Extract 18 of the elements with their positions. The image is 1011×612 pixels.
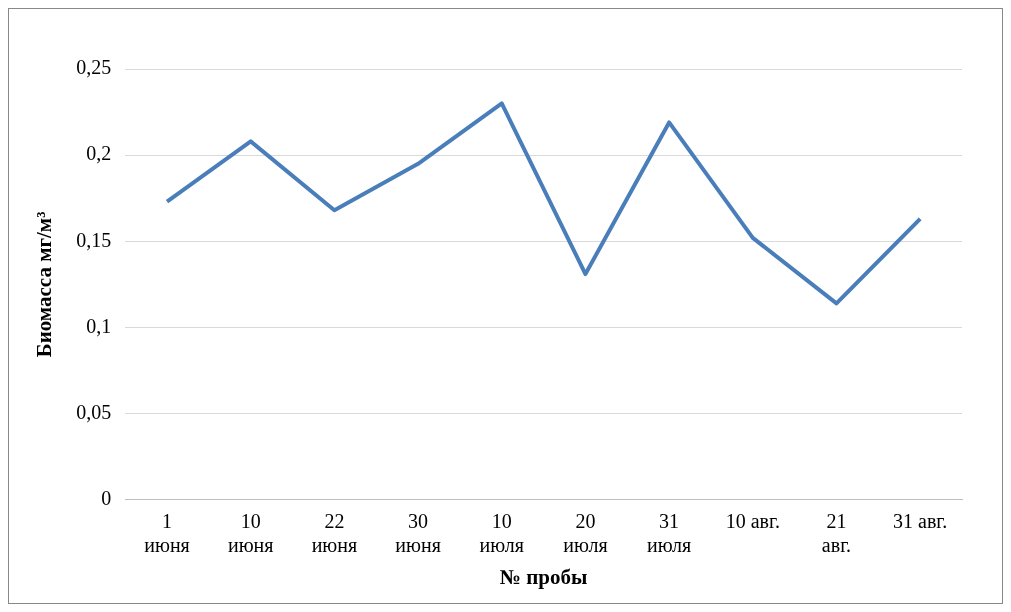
y-tick-label: 0,15 [76,228,112,251]
x-tick-label: 31 июля [646,510,692,557]
x-tick-label: 10 июня [227,510,274,557]
y-tick-label: 0,05 [76,400,112,423]
x-tick-label: 1 июня [144,510,190,557]
y-tick-label: 0 [101,487,112,510]
x-tick-label: 31 авг. [893,510,948,533]
y-tick-label: 0,25 [76,56,112,79]
x-tick-label: 30 июня [395,510,441,557]
y-tick-label: 0,2 [86,142,112,165]
y-axis-title: Биомасса мг/м³ [32,211,57,358]
x-tick-label: 21 авг. [821,510,852,557]
x-tick-label: 22 июня [311,510,358,557]
x-tick-label: 10 авг. [725,510,780,533]
x-tick-label: 20 июля [563,510,608,557]
x-axis-title: № пробы [499,564,588,589]
x-tick-label: 10 июля [479,510,524,557]
y-tick-label: 0,1 [86,314,112,337]
